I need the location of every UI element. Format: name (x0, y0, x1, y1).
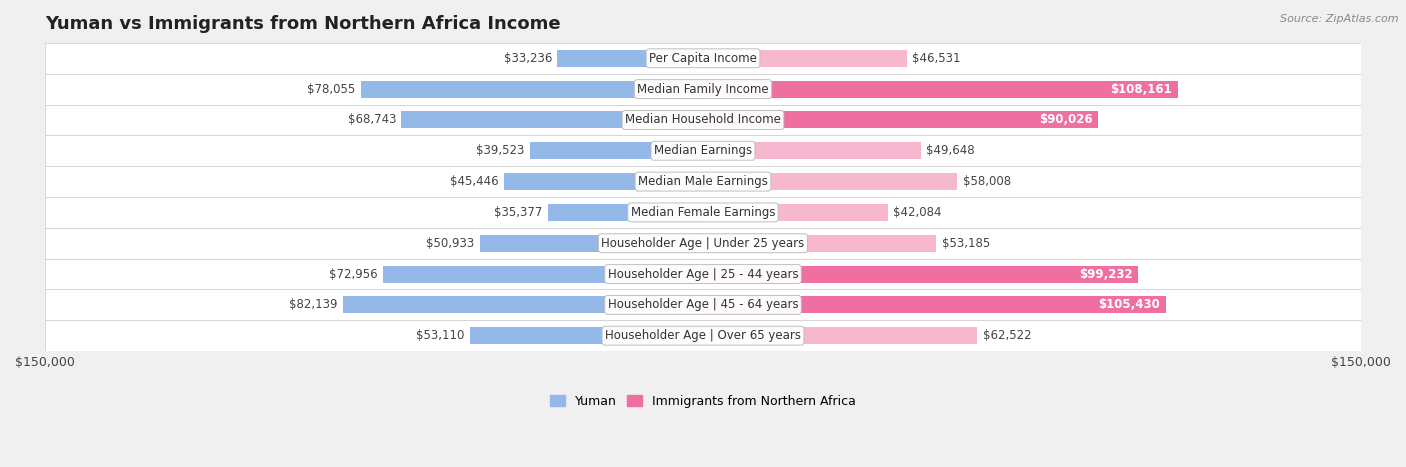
Text: Householder Age | Under 25 years: Householder Age | Under 25 years (602, 237, 804, 250)
Text: $53,110: $53,110 (416, 329, 465, 342)
Text: Source: ZipAtlas.com: Source: ZipAtlas.com (1281, 14, 1399, 24)
Bar (557, 50, 703, 67)
FancyBboxPatch shape (45, 43, 1361, 74)
Text: $53,185: $53,185 (942, 237, 990, 250)
Text: $99,232: $99,232 (1080, 268, 1133, 281)
Bar (703, 235, 936, 252)
Bar (479, 235, 703, 252)
Bar (402, 112, 703, 128)
FancyBboxPatch shape (45, 259, 1361, 290)
Bar (382, 266, 703, 283)
Text: $62,522: $62,522 (983, 329, 1031, 342)
Bar (703, 112, 1098, 128)
Legend: Yuman, Immigrants from Northern Africa: Yuman, Immigrants from Northern Africa (546, 389, 860, 413)
Text: $42,084: $42,084 (893, 206, 942, 219)
Text: $46,531: $46,531 (912, 52, 960, 65)
Bar (703, 50, 907, 67)
Text: $45,446: $45,446 (450, 175, 498, 188)
Text: $72,956: $72,956 (329, 268, 378, 281)
Text: Yuman vs Immigrants from Northern Africa Income: Yuman vs Immigrants from Northern Africa… (45, 15, 561, 33)
Text: Householder Age | 45 - 64 years: Householder Age | 45 - 64 years (607, 298, 799, 311)
Text: $39,523: $39,523 (477, 144, 524, 157)
Text: Householder Age | 25 - 44 years: Householder Age | 25 - 44 years (607, 268, 799, 281)
Text: $33,236: $33,236 (503, 52, 553, 65)
Bar (343, 297, 703, 313)
Bar (703, 173, 957, 190)
Text: Median Male Earnings: Median Male Earnings (638, 175, 768, 188)
FancyBboxPatch shape (45, 166, 1361, 197)
Text: Householder Age | Over 65 years: Householder Age | Over 65 years (605, 329, 801, 342)
Text: $82,139: $82,139 (288, 298, 337, 311)
Text: Per Capita Income: Per Capita Income (650, 52, 756, 65)
Text: $50,933: $50,933 (426, 237, 474, 250)
Text: $105,430: $105,430 (1098, 298, 1160, 311)
FancyBboxPatch shape (45, 105, 1361, 135)
Bar (703, 297, 1166, 313)
Text: Median Earnings: Median Earnings (654, 144, 752, 157)
FancyBboxPatch shape (45, 135, 1361, 166)
FancyBboxPatch shape (45, 320, 1361, 351)
Bar (470, 327, 703, 344)
Text: Median Household Income: Median Household Income (626, 113, 780, 127)
FancyBboxPatch shape (45, 74, 1361, 105)
Text: $108,161: $108,161 (1111, 83, 1173, 96)
Bar (703, 204, 887, 221)
Bar (530, 142, 703, 159)
Bar (703, 142, 921, 159)
Text: $35,377: $35,377 (494, 206, 543, 219)
FancyBboxPatch shape (45, 228, 1361, 259)
Text: Median Female Earnings: Median Female Earnings (631, 206, 775, 219)
Text: $68,743: $68,743 (347, 113, 396, 127)
Text: $78,055: $78,055 (307, 83, 356, 96)
Bar (548, 204, 703, 221)
Bar (503, 173, 703, 190)
Text: $90,026: $90,026 (1039, 113, 1092, 127)
Text: Median Family Income: Median Family Income (637, 83, 769, 96)
FancyBboxPatch shape (45, 290, 1361, 320)
Bar (703, 81, 1177, 98)
Bar (703, 327, 977, 344)
Text: $49,648: $49,648 (927, 144, 974, 157)
Text: $58,008: $58,008 (963, 175, 1011, 188)
Bar (703, 266, 1139, 283)
FancyBboxPatch shape (45, 197, 1361, 228)
Bar (360, 81, 703, 98)
